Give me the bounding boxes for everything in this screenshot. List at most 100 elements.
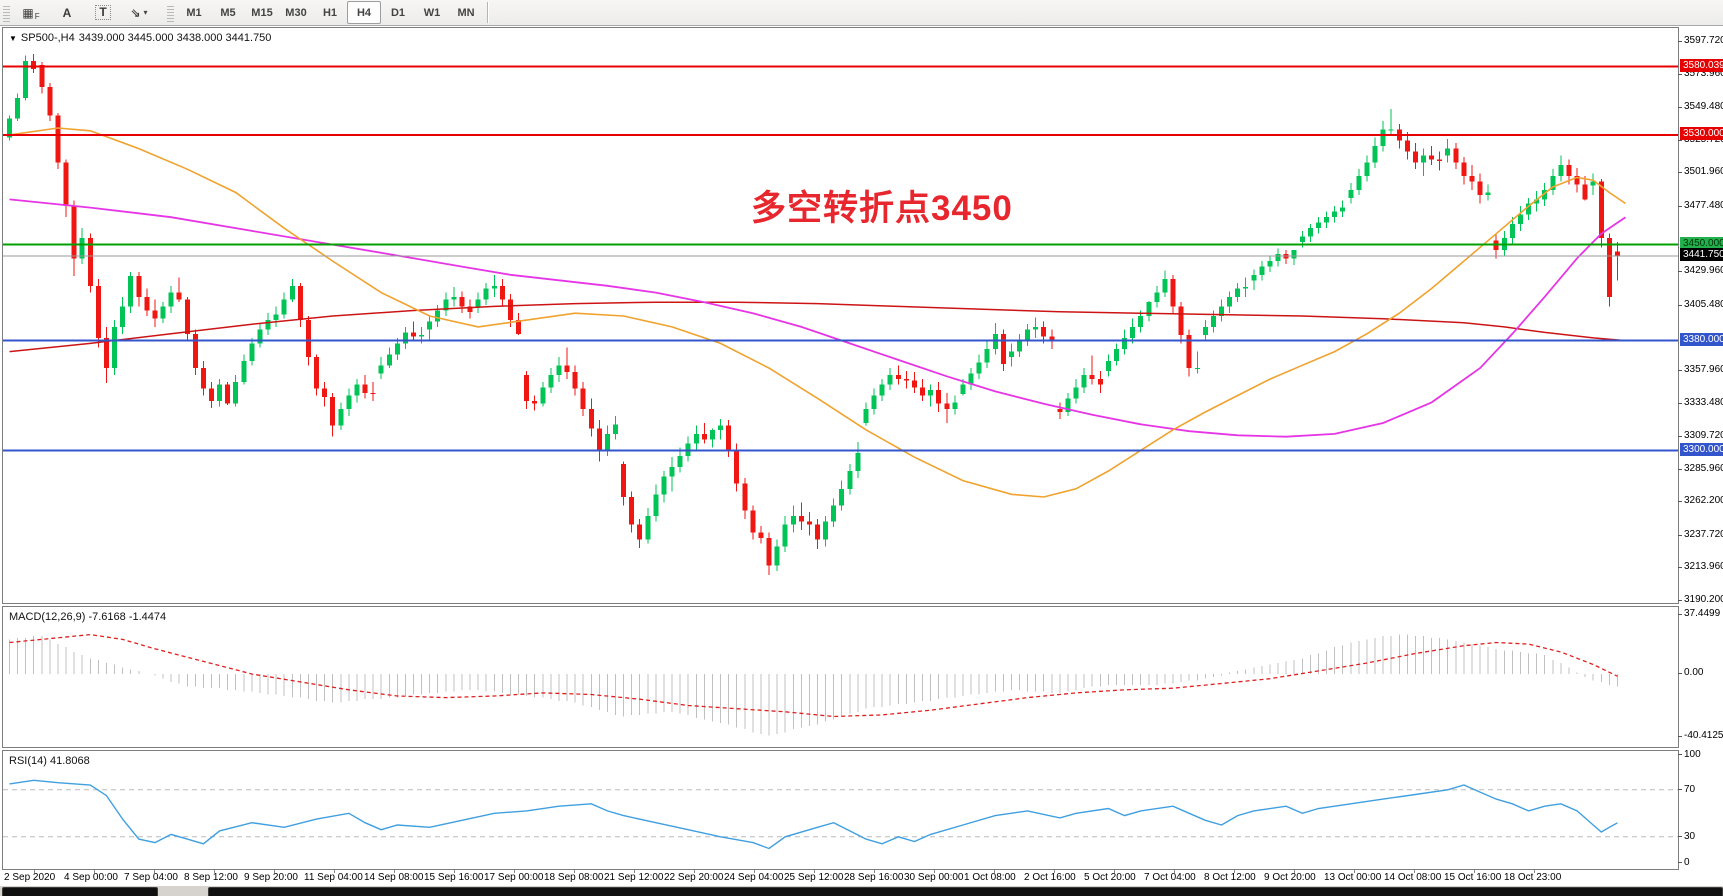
price-tick-mark [1678,501,1682,503]
candle-down [1089,374,1095,380]
candle-up [1025,329,1031,341]
candle-up [1033,326,1039,330]
time-tick-label: 15 Oct 16:00 [1444,872,1502,883]
price-axis[interactable]: 3597.7203573.9603549.4803525.7203501.960… [1678,27,1723,870]
toolbar: ▦ F A T ⇘ ▾ M1 M5 M15 M30 H1 H4 D1 W1 MN [0,0,1723,26]
macd-chart[interactable] [3,607,1678,747]
time-tick-label: 4 Sep 00:00 [64,872,118,883]
candle-down [362,384,368,393]
time-tick-mark [994,870,995,873]
candle-up [887,374,893,385]
time-tick-label: 9 Sep 20:00 [244,872,298,883]
candle-up [112,326,118,369]
candle-down [103,337,109,369]
timeframe-button-d1[interactable]: D1 [390,6,406,19]
candle-up [1445,148,1451,156]
candle-up [1517,214,1523,225]
candle-down [580,388,586,410]
price-tick-label: 3213.960 [1684,561,1723,573]
symbol-dropdown-icon[interactable]: ▼ [9,33,17,43]
candle-up [1210,315,1216,327]
text-label-tool-icon: T [95,5,111,20]
timeframe-button-m5[interactable]: M5 [220,6,236,19]
candle-down [152,310,158,319]
candle-up [1138,315,1144,327]
candle-down [209,388,214,402]
candle-down [1598,181,1604,238]
taskbar-segment[interactable] [2,887,158,896]
rsi-scale-label: 30 [1684,830,1696,842]
candle-down [1582,184,1588,200]
chart-title[interactable]: ▼ SP500-,H4 3439.000 3445.000 3438.000 3… [9,32,271,44]
candle-up [1388,129,1394,131]
ma_magenta-line[interactable] [9,198,1627,438]
taskbar-segment[interactable] [208,887,1723,896]
time-tick-label: 17 Sep 00:00 [484,872,544,883]
rsi-indicator-panel[interactable]: RSI(14) 41.8068 [2,750,1679,870]
candle-up [233,381,239,404]
grid-properties-tool[interactable]: ▦ F [14,1,48,24]
time-tick-mark [934,870,935,873]
candle-up [217,384,223,402]
time-axis[interactable]: 2 Sep 2020 4 Sep 00:00 7 Sep 04:00 8 Sep 12… [2,870,1679,886]
time-tick-label: 7 Sep 04:00 [124,872,178,883]
candle-up [556,365,562,375]
ma_red-line[interactable] [9,301,1626,353]
arrow-styles-tool[interactable]: ⇘ ▾ [122,1,156,24]
candle-up [1542,189,1548,200]
candle-up [168,292,174,307]
macd-tick-mark [1678,614,1682,616]
candle-down [192,333,198,369]
timeframe-button-m30[interactable]: M30 [285,6,307,19]
chart-annotation-text[interactable]: 多空转折点3450 [751,189,1013,228]
price-tick-label: 3501.960 [1684,166,1723,178]
toolbar-drag-handle[interactable] [167,3,174,22]
candle-up [774,546,780,566]
time-tick-mark [1354,870,1355,873]
time-tick-mark [1054,870,1055,873]
candlestick-chart[interactable] [3,28,1678,603]
insert-text-tool[interactable]: A [50,1,84,24]
time-tick-mark [574,870,575,873]
timeframe-button-m15[interactable]: M15 [251,6,273,19]
time-tick-label: 21 Sep 12:00 [604,872,664,883]
timeframe-button-m1[interactable]: M1 [186,6,202,19]
candle-up [491,285,497,289]
time-tick-mark [154,870,155,873]
candle-up [15,97,21,119]
price-tick-label: 3429.960 [1684,265,1723,277]
toolbar-drag-handle[interactable] [3,3,10,22]
candle-up [1194,368,1200,370]
candle-up [1590,181,1596,186]
candle-up [677,455,683,467]
candle-down [1461,162,1467,177]
taskbar-fragment[interactable] [0,886,1723,896]
price-tick-mark [1678,73,1682,75]
candle-up [928,390,934,396]
candle-down [1566,165,1572,177]
macd-indicator-panel[interactable]: MACD(12,26,9) -7.6168 -1.4474 [2,606,1679,748]
candle-down [305,320,311,358]
timeframe-button-w1[interactable]: W1 [423,6,441,19]
candle-up [1550,176,1556,190]
timeframe-button-h1[interactable]: H1 [322,6,338,19]
candle-up [427,321,433,330]
time-tick-label: 8 Oct 12:00 [1204,872,1256,883]
candle-up [952,402,958,410]
macd-tick-mark [1678,736,1682,737]
candle-up [871,395,877,410]
candle-down [637,524,643,540]
candle-up [1315,222,1321,229]
text-label-tool[interactable]: T [86,1,120,24]
candle-down [1614,251,1620,256]
ma_orange-line[interactable] [9,127,1626,498]
main-chart-panel[interactable]: ▼ SP500-,H4 3439.000 3445.000 3438.000 3… [2,27,1679,604]
rsi-scale-label: 70 [1684,783,1696,795]
timeframe-button-mn[interactable]: MN [457,6,475,19]
candle-down [629,497,635,525]
rsi-chart[interactable] [3,751,1678,869]
timeframe-button-h4[interactable]: H4 [347,1,381,24]
candle-down [758,532,764,539]
candle-up [960,384,966,395]
candle-up [847,470,853,489]
